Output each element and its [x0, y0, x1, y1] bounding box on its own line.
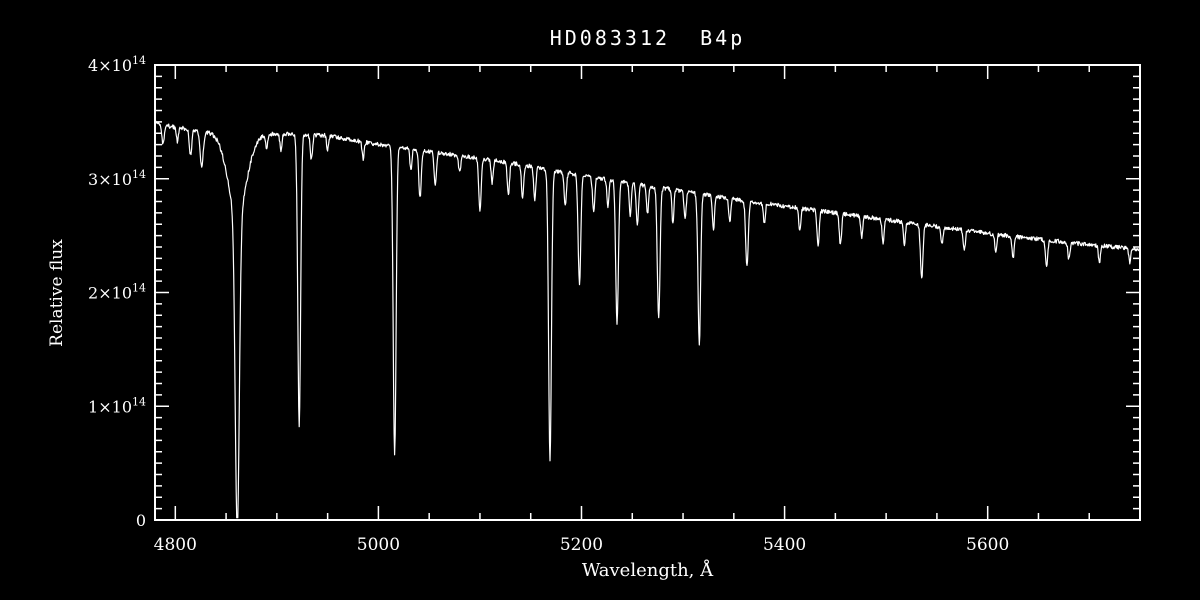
x-tick-label: 5600 — [966, 535, 1009, 555]
spectrum-line — [154, 119, 1141, 519]
y-tick-label: 4×1014 — [88, 54, 146, 75]
tick-labels: 4800 5000 5200 5400 5600 0 1×1014 2×1014 3×1014 4… — [88, 54, 1009, 555]
chart-title: HD083312 B4p — [549, 26, 746, 50]
axis-ticks — [155, 64, 1141, 521]
x-tick-label: 4800 — [154, 535, 197, 555]
x-tick-label: 5400 — [763, 535, 806, 555]
y-tick-label: 2×1014 — [88, 282, 146, 303]
y-tick-label: 3×1014 — [88, 168, 146, 189]
y-axis-label: Relative flux — [47, 239, 67, 347]
x-tick-label: 5200 — [560, 535, 603, 555]
plot-frame — [154, 64, 1141, 521]
y-tick-label: 0 — [136, 511, 146, 530]
x-axis-label: Wavelength, Å — [581, 560, 714, 581]
x-tick-label: 5000 — [357, 535, 400, 555]
y-tick-label: 1×1014 — [88, 395, 146, 416]
